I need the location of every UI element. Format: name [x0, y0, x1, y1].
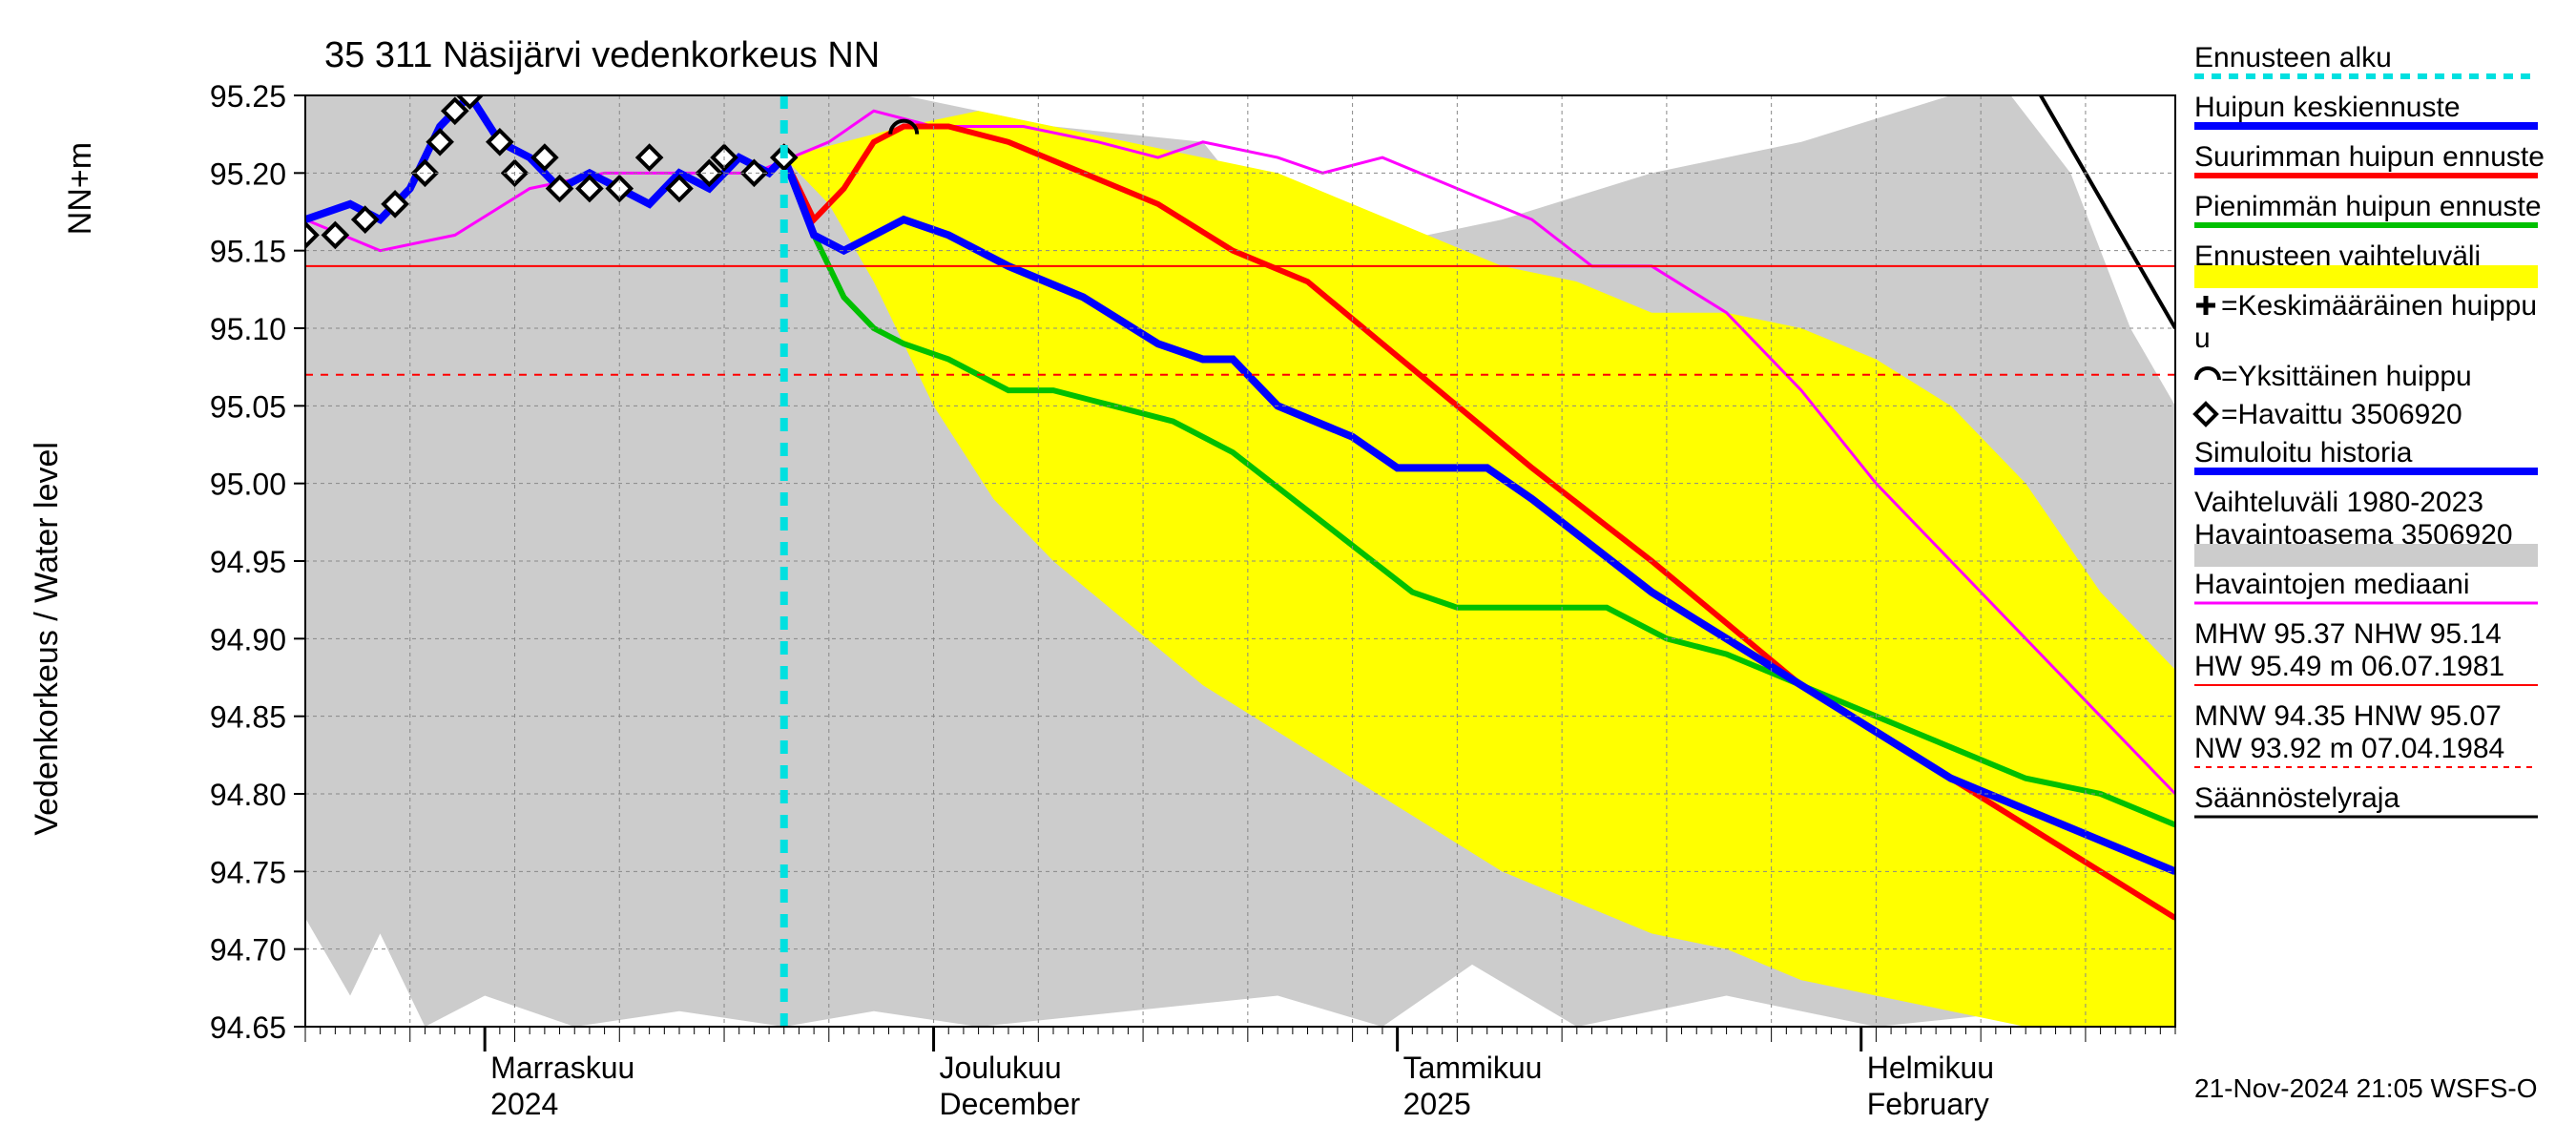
y-axis-label-bottom: Vedenkorkeus / Water level: [29, 442, 65, 836]
legend-label: Huipun keskiennuste: [2194, 92, 2461, 123]
legend-label-wrap: u: [2194, 323, 2211, 354]
month-label-top: Joulukuu: [940, 1051, 1062, 1085]
month-label-bottom: 2024: [490, 1087, 558, 1121]
chart-container: 94.65 94.70 94.75 94.80 94.85 94.90 94.95 95.00…: [0, 0, 2576, 1145]
legend-label: Vaihteluväli 1980-2023: [2194, 487, 2483, 518]
chart-title: 35 311 Näsijärvi vedenkorkeus NN: [324, 35, 880, 75]
chart-footer: 21-Nov-2024 21:05 WSFS-O: [2194, 1073, 2538, 1103]
y-axis-label-top: NN+m: [62, 142, 98, 235]
month-label-bottom: 2025: [1403, 1087, 1471, 1121]
legend-label: Suurimman huipun ennuste: [2194, 141, 2545, 173]
ytick-label: 94.85: [210, 700, 286, 735]
ytick-label: 94.75: [210, 855, 286, 889]
ytick-label: 95.00: [210, 468, 286, 502]
legend-label: =Keskimääräinen huippu: [2221, 290, 2537, 322]
legend-label: Pienimmän huipun ennuste: [2194, 191, 2542, 222]
legend-label: Ennusteen alku: [2194, 42, 2392, 73]
ytick-label: 95.05: [210, 389, 286, 424]
ytick-label: 95.10: [210, 312, 286, 346]
water-level-chart: 94.65 94.70 94.75 94.80 94.85 94.90 94.95 95.00…: [0, 0, 2576, 1145]
ytick-label: 94.90: [210, 622, 286, 656]
legend-sublabel: HW 95.49 m 06.07.1981: [2194, 651, 2504, 682]
legend-label: Havaintojen mediaani: [2194, 569, 2470, 600]
legend-sublabel: NW 93.92 m 07.04.1984: [2194, 733, 2504, 764]
month-label-top: Helmikuu: [1867, 1051, 1994, 1085]
ytick-label: 95.20: [210, 156, 286, 191]
legend-fill-swatch: [2194, 544, 2538, 567]
month-label-top: Marraskuu: [490, 1051, 634, 1085]
ytick-label: 94.80: [210, 778, 286, 812]
plot-area: [294, 84, 2175, 1027]
month-label-top: Tammikuu: [1403, 1051, 1543, 1085]
legend-label: MHW 95.37 NHW 95.14: [2194, 618, 2502, 650]
ytick-label: 94.65: [210, 1010, 286, 1045]
ytick-label: 95.15: [210, 235, 286, 269]
month-label-bottom: December: [940, 1087, 1081, 1121]
legend-label: MNW 94.35 HNW 95.07: [2194, 700, 2502, 732]
ytick-label: 94.95: [210, 545, 286, 579]
month-label-bottom: February: [1867, 1087, 1989, 1121]
legend-fill-swatch: [2194, 265, 2538, 288]
legend-label: =Yksittäinen huippu: [2221, 361, 2472, 392]
legend-label: Säännöstelyraja: [2194, 782, 2399, 814]
ytick-label: 95.25: [210, 79, 286, 114]
legend-label: =Havaittu 3506920: [2221, 399, 2462, 430]
ytick-label: 94.70: [210, 933, 286, 968]
legend-label: Simuloitu historia: [2194, 437, 2413, 468]
